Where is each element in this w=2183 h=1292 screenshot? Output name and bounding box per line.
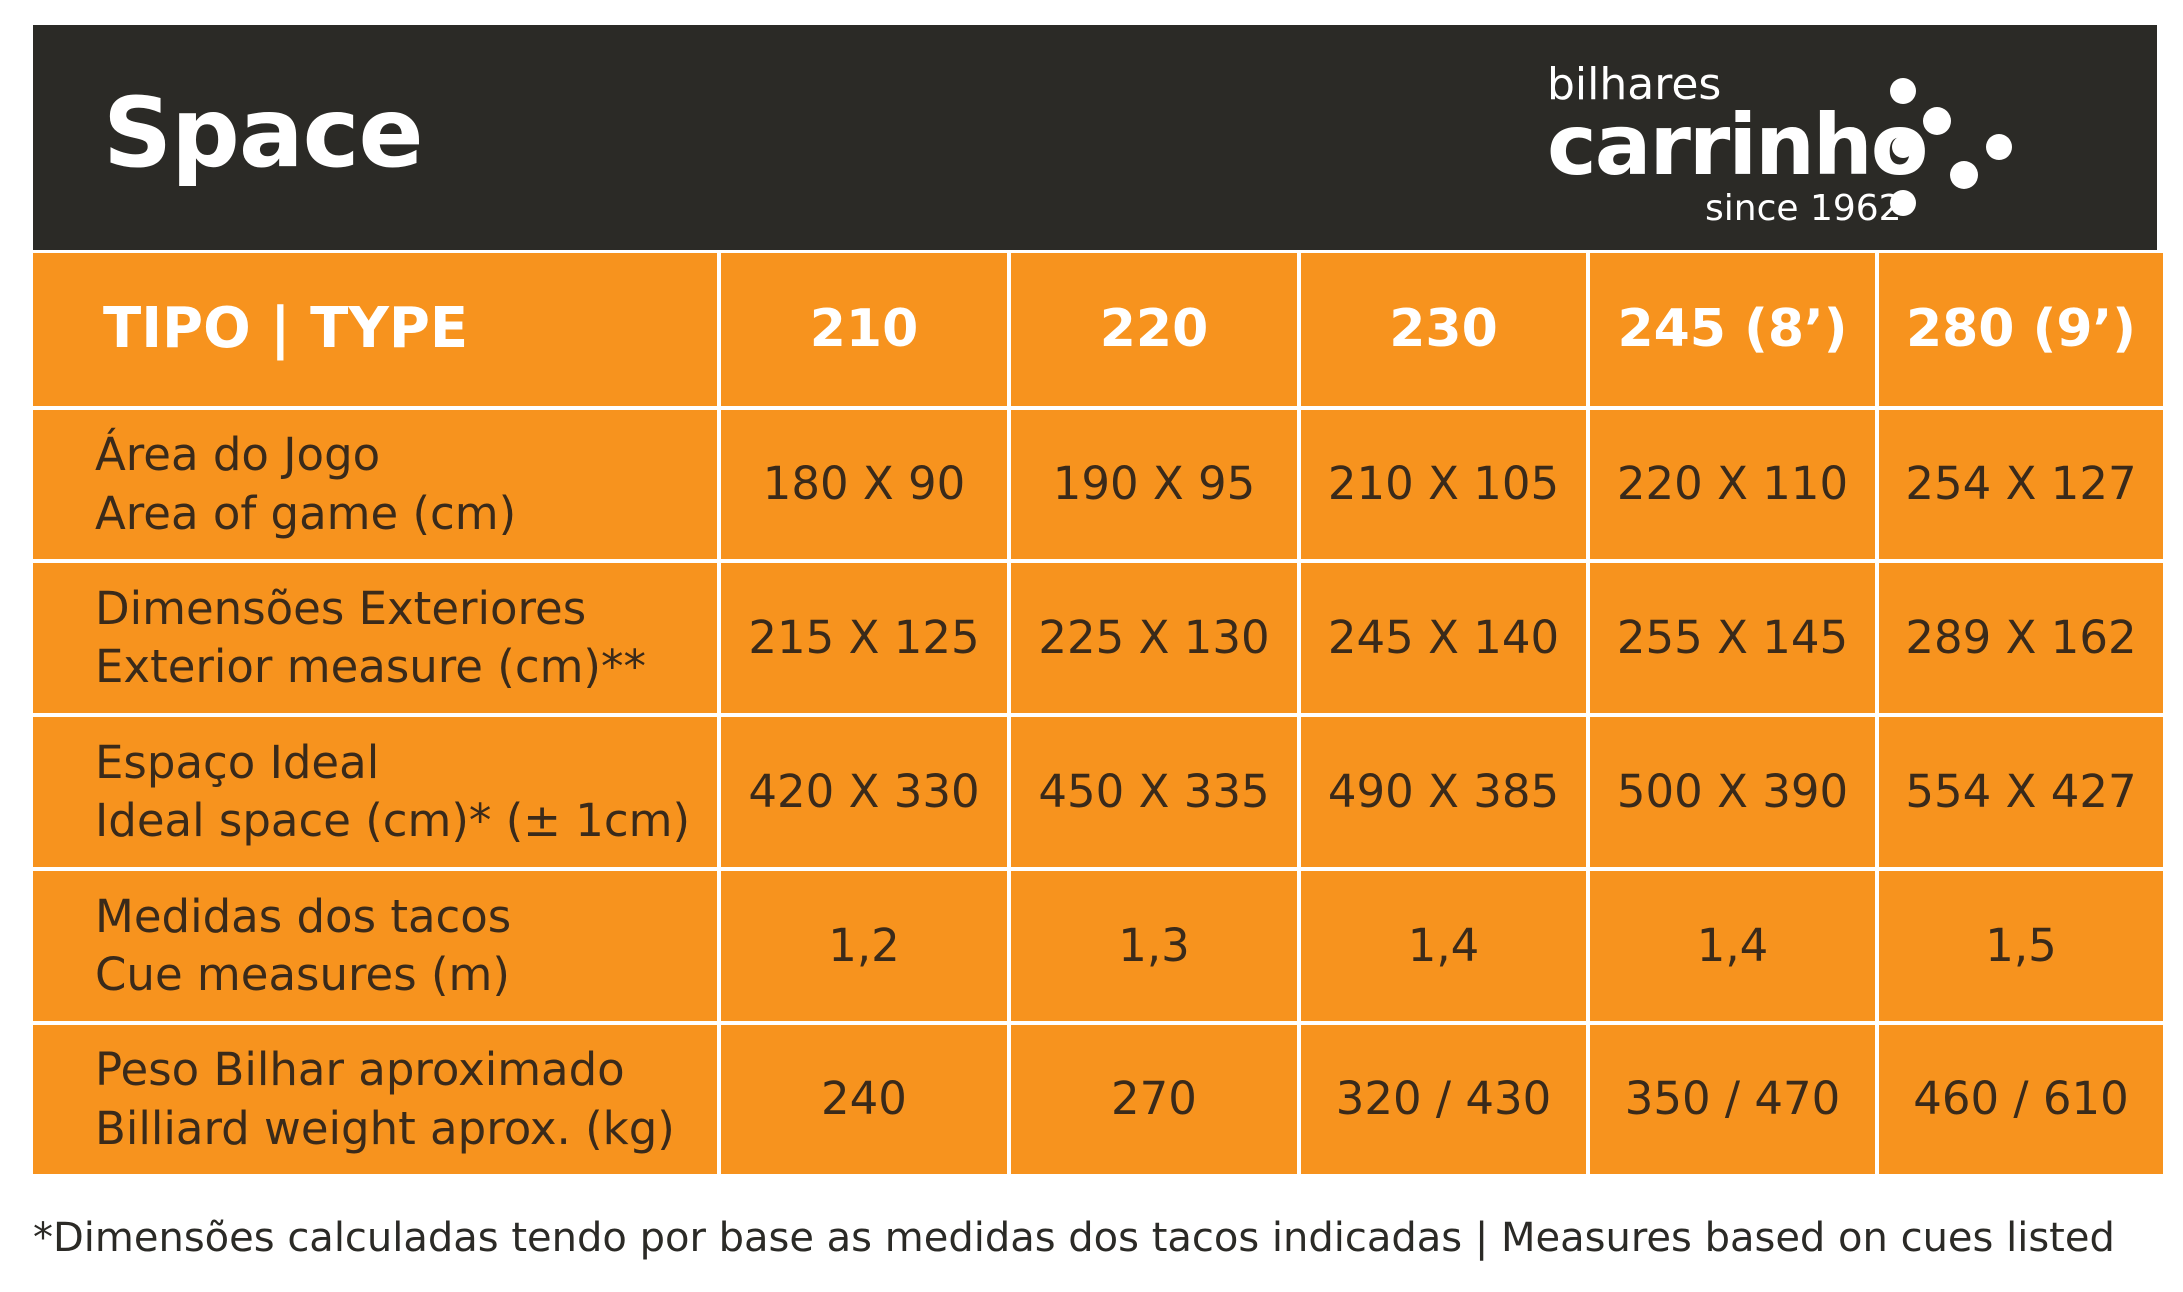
logo-text-top: bilhares [1547, 59, 1722, 110]
footnote: *Dimensões calculadas tendo por base as … [33, 1215, 2115, 1261]
row-label-exterior-measure: Dimensões Exteriores Exterior measure (c… [33, 563, 717, 713]
table-header-type-label: TIPO | TYPE [103, 296, 469, 362]
logo-text-main: carrinho [1547, 96, 1928, 194]
row-label-ideal-space: Espaço Ideal Ideal space (cm)* (± 1cm) [33, 717, 717, 867]
row-label-pt: Área do Jogo [95, 428, 381, 481]
row-label-en: Exterior measure (cm)** [95, 640, 646, 693]
table-cell: 554 X 427 [1879, 717, 2163, 867]
table-cell: 245 X 140 [1301, 563, 1586, 713]
table-cell: 460 / 610 [1879, 1025, 2163, 1174]
table-cell: 215 X 125 [721, 563, 1007, 713]
row-label-pt: Peso Bilhar aproximado [95, 1043, 625, 1096]
table-cell: 225 X 130 [1011, 563, 1297, 713]
table-cell: 190 X 95 [1011, 410, 1297, 559]
brand-logo: bilhares carrinho since 1962 [1547, 63, 2067, 233]
table-cell: 1,5 [1879, 871, 2163, 1021]
column-header-220: 220 [1011, 253, 1297, 406]
row-label-en: Cue measures (m) [95, 948, 510, 1001]
table-cell: 1,3 [1011, 871, 1297, 1021]
column-header-280: 280 (9’) [1879, 253, 2163, 406]
table-cell: 255 X 145 [1590, 563, 1875, 713]
table-cell: 210 X 105 [1301, 410, 1586, 559]
table-cell: 220 X 110 [1590, 410, 1875, 559]
page-title: Space [103, 77, 424, 189]
row-label-en: Ideal space (cm)* (± 1cm) [95, 794, 691, 847]
specs-table: TIPO | TYPE 210 220 230 245 (8’) 280 (9’… [33, 253, 2163, 1178]
row-label-pt: Dimensões Exteriores [95, 581, 587, 635]
table-cell: 289 X 162 [1879, 563, 2163, 713]
row-label-en: Billiard weight aprox. (kg) [95, 1101, 675, 1155]
column-header-230: 230 [1301, 253, 1586, 406]
table-cell: 500 X 390 [1590, 717, 1875, 867]
logo-dots-icon [1890, 78, 2012, 216]
table-cell: 420 X 330 [721, 717, 1007, 867]
table-cell: 350 / 470 [1590, 1025, 1875, 1174]
table-cell: 254 X 127 [1879, 410, 2163, 559]
table-cell: 270 [1011, 1025, 1297, 1174]
table-cell: 1,2 [721, 871, 1007, 1021]
column-header-210: 210 [721, 253, 1007, 406]
row-label-billiard-weight: Peso Bilhar aproximado Billiard weight a… [33, 1025, 717, 1174]
row-label-game-area: Área do Jogo Area of game (cm) [33, 410, 717, 559]
table-cell: 1,4 [1590, 871, 1875, 1021]
table-cell: 450 X 335 [1011, 717, 1297, 867]
column-header-245: 245 (8’) [1590, 253, 1875, 406]
table-cell: 320 / 430 [1301, 1025, 1586, 1174]
row-label-pt: Espaço Ideal [95, 735, 380, 789]
row-label-pt: Medidas dos tacos [95, 889, 512, 943]
page-header: Space bilhares carrinho since 1962 [33, 25, 2157, 250]
table-cell: 490 X 385 [1301, 717, 1586, 867]
row-label-cue-measures: Medidas dos tacos Cue measures (m) [33, 871, 717, 1021]
table-header-type: TIPO | TYPE [33, 253, 717, 406]
logo-text-bottom: since 1962 [1705, 188, 1902, 229]
table-cell: 240 [721, 1025, 1007, 1174]
row-label-en: Area of game (cm) [95, 486, 517, 540]
table-cell: 1,4 [1301, 871, 1586, 1021]
table-cell: 180 X 90 [721, 410, 1007, 559]
